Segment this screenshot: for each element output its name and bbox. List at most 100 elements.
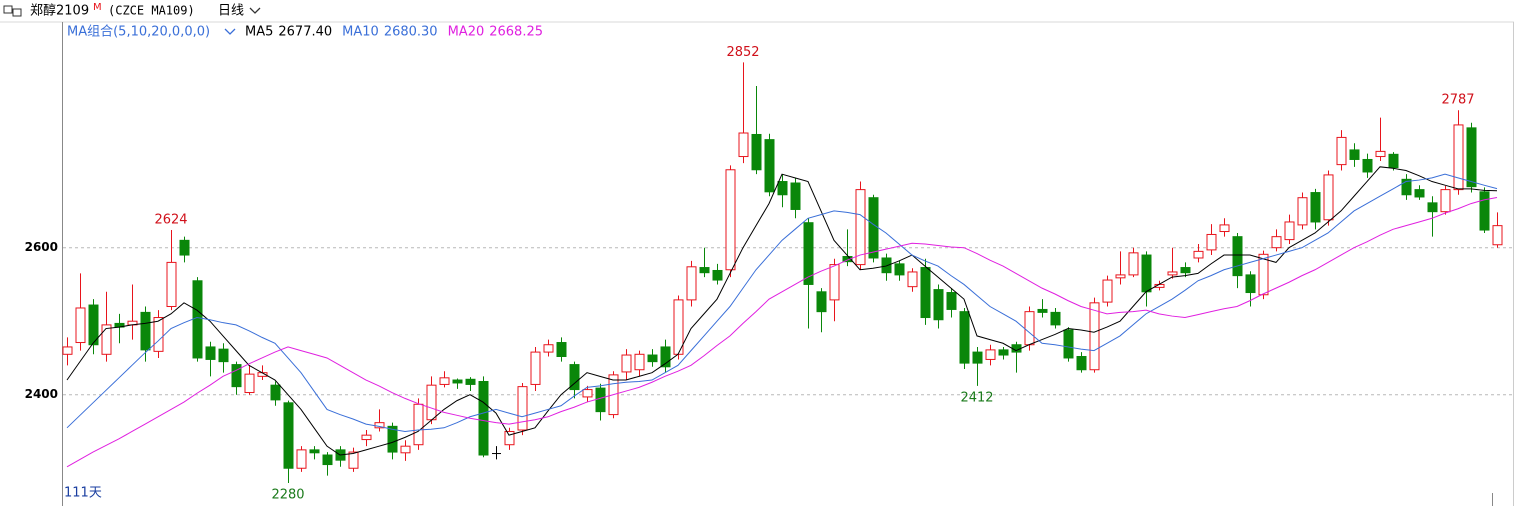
candle-body bbox=[179, 239, 190, 256]
icon-part bbox=[12, 8, 22, 17]
candle-body bbox=[1076, 355, 1087, 371]
candle-body bbox=[153, 317, 164, 352]
candle-body bbox=[1050, 311, 1061, 326]
candle-body bbox=[205, 346, 216, 360]
candle-body bbox=[1024, 311, 1035, 346]
candle-body bbox=[270, 384, 281, 401]
candle-body bbox=[868, 197, 879, 259]
candle-body bbox=[998, 349, 1009, 356]
period-chevron[interactable] bbox=[249, 7, 261, 14]
candle-body bbox=[790, 182, 801, 210]
candle-body bbox=[712, 269, 723, 281]
indicator-chevron[interactable] bbox=[224, 28, 236, 35]
subtitle: (CZCE MA109) bbox=[108, 4, 195, 18]
period[interactable]: 日线 bbox=[218, 4, 244, 19]
candle-body bbox=[959, 311, 970, 364]
candle-body bbox=[816, 291, 827, 313]
candle-body bbox=[1401, 178, 1412, 196]
candle-body bbox=[361, 434, 372, 441]
candle-body bbox=[764, 139, 775, 193]
candle-body bbox=[894, 263, 905, 276]
candle-body bbox=[426, 384, 437, 421]
candle-body bbox=[1336, 136, 1347, 166]
candle-body bbox=[1440, 189, 1451, 213]
candle-body bbox=[1193, 250, 1204, 259]
candle-body bbox=[686, 266, 697, 301]
candle-body bbox=[1466, 127, 1477, 188]
candle-body bbox=[1115, 274, 1126, 279]
candle-body bbox=[647, 354, 658, 363]
ma-line bbox=[66, 166, 1498, 456]
legend-name: MA20 bbox=[448, 25, 485, 40]
candle-body bbox=[1388, 153, 1399, 169]
candle-body bbox=[1284, 221, 1295, 241]
candle-body bbox=[1492, 225, 1503, 246]
legend-value: 2668.25 bbox=[489, 25, 543, 40]
candle-body bbox=[1037, 308, 1048, 313]
y-tick-label: 2400 bbox=[25, 387, 58, 401]
candle-body bbox=[1245, 274, 1256, 294]
candle-body bbox=[933, 289, 944, 321]
candle-body bbox=[777, 181, 788, 196]
candle-body bbox=[634, 353, 645, 371]
candle-body bbox=[1349, 149, 1360, 160]
candle-body bbox=[387, 425, 398, 453]
title-sup: M bbox=[93, 2, 102, 13]
candle-body bbox=[465, 378, 476, 385]
candle-body bbox=[660, 346, 671, 368]
candle-body bbox=[725, 169, 736, 271]
extreme-label: 2787 bbox=[1441, 93, 1474, 108]
candle-body bbox=[582, 389, 593, 398]
extreme-label: 2624 bbox=[154, 213, 187, 228]
candle-body bbox=[504, 430, 515, 446]
legend-value: 2680.30 bbox=[384, 25, 438, 40]
candle-body bbox=[192, 280, 203, 359]
back-icon[interactable] bbox=[3, 5, 22, 17]
candle-body bbox=[413, 403, 424, 446]
candle-body bbox=[1089, 302, 1100, 371]
y-tick-label: 2600 bbox=[25, 240, 58, 254]
candle-body bbox=[543, 344, 554, 353]
candle-body bbox=[855, 189, 866, 266]
legend-name: MA5 bbox=[245, 25, 273, 40]
candle-body bbox=[1102, 279, 1113, 303]
candle-body bbox=[699, 267, 710, 274]
candle-body bbox=[1323, 174, 1334, 221]
candle-body bbox=[946, 292, 957, 310]
candle-body bbox=[1206, 233, 1217, 251]
candle-body bbox=[621, 354, 632, 373]
indicator[interactable]: MA组合(5,10,20,0,0,0) bbox=[67, 25, 210, 40]
ma-line bbox=[66, 197, 1498, 468]
legend-value: 2677.40 bbox=[278, 25, 332, 40]
ma-line bbox=[66, 173, 1498, 432]
candle-body bbox=[296, 449, 307, 469]
candle-body bbox=[907, 271, 918, 288]
candle-body bbox=[218, 348, 229, 363]
candle-body bbox=[1453, 124, 1464, 191]
candle-body bbox=[1167, 271, 1178, 276]
candle-body bbox=[166, 261, 177, 308]
candle-body bbox=[1362, 158, 1373, 173]
legend-name: MA10 bbox=[342, 25, 379, 40]
candle-body bbox=[842, 256, 853, 263]
candle-body bbox=[478, 380, 489, 456]
candle-body bbox=[348, 451, 359, 469]
candle-body bbox=[1219, 224, 1230, 233]
candle-body bbox=[88, 304, 99, 346]
candle-body bbox=[1479, 191, 1490, 231]
icon-part bbox=[3, 5, 13, 14]
candle-body bbox=[439, 377, 450, 385]
candle-body bbox=[1414, 189, 1425, 198]
chart-title: 郑醇2109 bbox=[30, 3, 89, 19]
candle-body bbox=[1180, 267, 1191, 274]
candle-body bbox=[1128, 252, 1139, 276]
candle-body bbox=[1232, 236, 1243, 277]
candle-body bbox=[322, 454, 333, 466]
candle-body bbox=[244, 373, 255, 394]
candle-body bbox=[803, 222, 814, 285]
candle-body bbox=[62, 346, 73, 355]
candle-body bbox=[738, 132, 749, 158]
extreme-label: 2280 bbox=[271, 487, 304, 502]
